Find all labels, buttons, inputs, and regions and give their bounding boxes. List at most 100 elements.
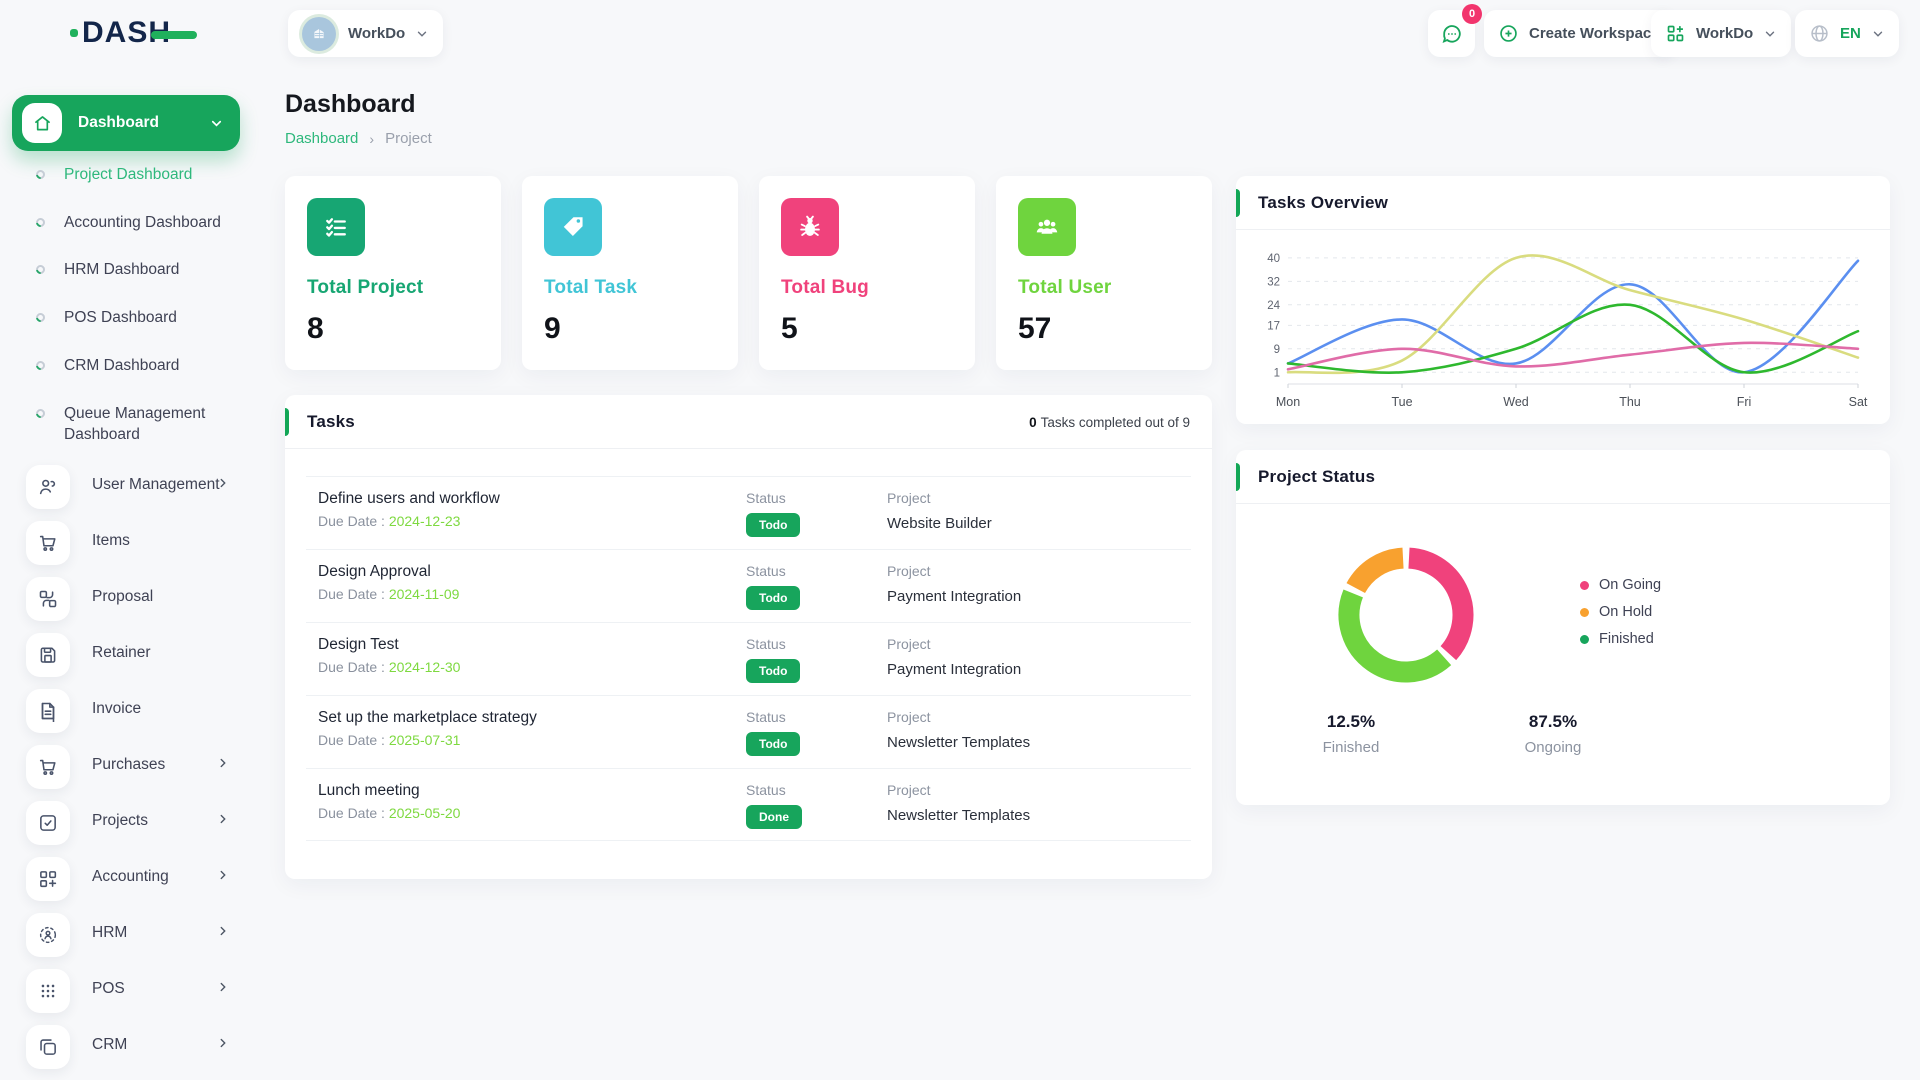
stat-value: 12.5% xyxy=(1326,712,1376,731)
breadcrumb-current: Project xyxy=(385,130,432,147)
stat-card-value: 57 xyxy=(1018,312,1052,345)
stat-label: Ongoing xyxy=(1524,739,1582,756)
workspace-avatar xyxy=(302,16,336,51)
sidebar-subitem-label: HRM Dashboard xyxy=(64,261,180,278)
tasks-overview-line-chart: 1 9 17 24 32 40 Mon Tue Wed Thu Fri Sat xyxy=(1267,253,1868,409)
svg-text:9: 9 xyxy=(1274,344,1280,356)
sidebar-item-label: User Management xyxy=(92,476,220,493)
cart-icon xyxy=(26,745,70,789)
accent-bar xyxy=(285,408,289,436)
grid-plus-icon xyxy=(26,857,70,901)
sidebar-item-pos-dashboard[interactable]: POS Dashboard xyxy=(0,307,240,328)
project-column-label: Project xyxy=(887,563,931,579)
sidebar-item-accounting[interactable]: Accounting xyxy=(0,851,252,907)
sidebar-item-crm-dashboard[interactable]: CRM Dashboard xyxy=(0,355,240,376)
svg-text:40: 40 xyxy=(1267,253,1280,265)
workdo-apps-menu[interactable]: WorkDo xyxy=(1651,10,1792,57)
home-icon xyxy=(22,103,62,143)
stat-value: 87.5% xyxy=(1528,712,1578,731)
stat-label: Finished xyxy=(1322,739,1380,756)
breadcrumb-dashboard-link[interactable]: Dashboard xyxy=(285,130,359,147)
svg-text:1: 1 xyxy=(1274,367,1280,379)
dots-grid-icon xyxy=(26,969,70,1013)
sidebar-item-items[interactable]: Items xyxy=(0,515,252,571)
legend-dot xyxy=(1580,580,1589,590)
tasks-overview-panel: Tasks Overview 1 9 17 24 32 40 Mon Tue Wed Thu Fri… xyxy=(1236,176,1890,424)
sidebar-item-accounting-dashboard[interactable]: Accounting Dashboard xyxy=(0,212,240,233)
person-dashed-circle-icon xyxy=(26,913,70,957)
bullet-icon xyxy=(34,311,47,324)
svg-text:Tue: Tue xyxy=(1391,395,1412,409)
tasks-summary-text: Tasks completed out of 9 xyxy=(1040,414,1190,430)
project-name: Payment Integration xyxy=(887,661,1022,678)
sidebar-item-projects[interactable]: Projects xyxy=(0,795,252,851)
language-code: EN xyxy=(1840,25,1861,42)
bullet-icon xyxy=(34,216,47,229)
sidebar-subitem-label: Accounting Dashboard xyxy=(64,214,221,231)
bug-icon xyxy=(781,198,839,256)
language-selector[interactable]: EN xyxy=(1795,10,1899,57)
task-title: Set up the marketplace strategy xyxy=(318,709,537,726)
sidebar-item-proposal[interactable]: Proposal xyxy=(0,571,252,627)
workdo-apps-label: WorkDo xyxy=(1696,25,1754,42)
sidebar-item-user-management[interactable]: User Management xyxy=(0,459,252,515)
svg-text:Fri: Fri xyxy=(1737,395,1752,409)
sidebar-item-hrm-dashboard[interactable]: HRM Dashboard xyxy=(0,259,240,280)
due-date-label: Due Date : xyxy=(318,805,385,821)
create-workspace-button[interactable]: Create Workspace xyxy=(1484,10,1674,57)
sidebar-item-crm[interactable]: CRM xyxy=(0,1019,252,1075)
stat-card-label: Total Bug xyxy=(781,277,869,298)
legend-dot xyxy=(1580,634,1589,644)
svg-text:Sat: Sat xyxy=(1849,395,1868,409)
sidebar-item-label: Purchases xyxy=(92,756,166,773)
sidebar-item-purchases[interactable]: Purchases xyxy=(0,739,252,795)
sidebar-item-retainer[interactable]: Retainer xyxy=(0,627,252,683)
globe-icon xyxy=(1811,25,1828,42)
sidebar-item-project-dashboard[interactable]: Project Dashboard xyxy=(0,164,240,185)
bullet-icon xyxy=(34,263,47,276)
panel-title: Project Status xyxy=(1258,466,1376,486)
stat-card-value: 9 xyxy=(544,312,561,345)
workspace-switcher[interactable]: WorkDo xyxy=(288,10,444,57)
cart-icon xyxy=(26,521,70,565)
sidebar-item-queue-management-dashboard[interactable]: Queue Management Dashboard xyxy=(0,403,240,445)
tasks-summary-count: 0 xyxy=(1029,414,1037,430)
due-date-label: Due Date : xyxy=(318,732,385,748)
svg-text:Thu: Thu xyxy=(1619,395,1641,409)
task-row: Define users and workflow Due Date : 202… xyxy=(306,476,1191,549)
panel-title: Tasks Overview xyxy=(1258,192,1389,212)
chevron-right-icon xyxy=(216,756,230,770)
sidebar-item-invoice[interactable]: Invoice xyxy=(0,683,252,739)
project-column-label: Project xyxy=(887,490,931,506)
due-date-label: Due Date : xyxy=(318,659,385,675)
sidebar-item-dashboard[interactable]: Dashboard xyxy=(12,95,240,151)
users-group-icon xyxy=(1018,198,1076,256)
chevron-right-icon xyxy=(216,924,230,938)
task-title: Design Approval xyxy=(318,563,431,580)
project-column-label: Project xyxy=(887,782,931,798)
workflow-icon xyxy=(26,577,70,621)
sidebar-item-label: Accounting xyxy=(92,868,169,885)
document-icon xyxy=(26,689,70,733)
breadcrumb: Dashboard › Project xyxy=(285,130,432,147)
brand-logo-dot xyxy=(70,29,78,37)
legend-label: Finished xyxy=(1599,631,1654,647)
messages-badge: 0 xyxy=(1462,4,1482,24)
sidebar-item-pos[interactable]: POS xyxy=(0,963,252,1019)
create-workspace-label: Create Workspace xyxy=(1529,25,1660,42)
status-badge: Done xyxy=(746,805,802,829)
chevron-right-icon xyxy=(216,868,230,882)
legend-item: On Hold xyxy=(1580,604,1661,620)
messages-button[interactable]: 0 xyxy=(1428,4,1482,57)
project-name: Payment Integration xyxy=(887,588,1022,605)
building-icon xyxy=(314,28,324,38)
chevron-right-icon xyxy=(216,476,230,490)
sidebar-item-hrm[interactable]: HRM xyxy=(0,907,252,963)
chevron-down-icon xyxy=(1871,27,1885,41)
stat-card-total-project: Total Project 8 xyxy=(285,176,501,370)
status-badge: Todo xyxy=(746,513,801,537)
status-column-label: Status xyxy=(746,782,786,798)
svg-text:Mon: Mon xyxy=(1276,395,1300,409)
plus-circle-icon xyxy=(1500,25,1517,42)
due-date-label: Due Date : xyxy=(318,513,385,529)
